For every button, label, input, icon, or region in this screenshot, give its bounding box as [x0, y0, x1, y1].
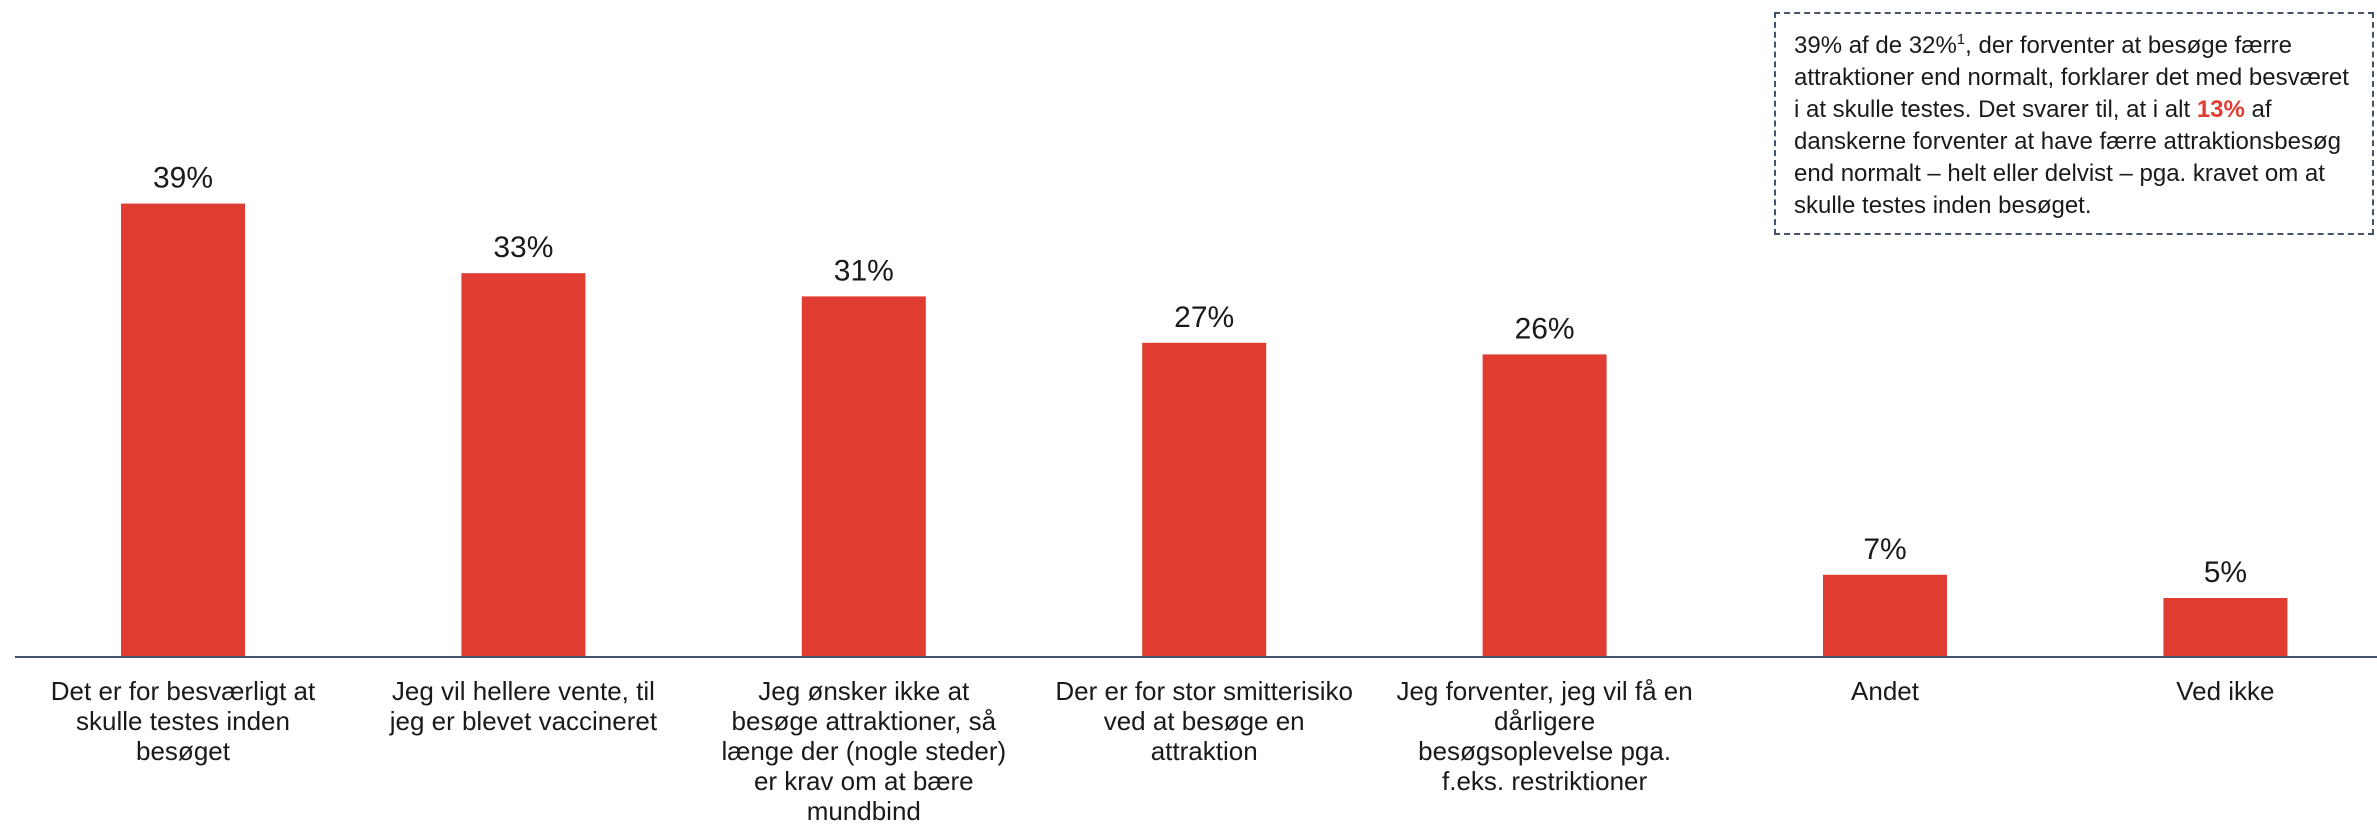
bar	[1823, 574, 1947, 656]
bar	[1482, 354, 1607, 656]
value-label: 7%	[1863, 533, 1906, 566]
annotation-text: , der forventer at besøge færre attrakti…	[1794, 32, 2349, 123]
bar	[461, 273, 586, 656]
value-label: 31%	[834, 254, 894, 287]
annotation-text: af danskerne forventer at have færre att…	[1794, 96, 2341, 219]
value-label: 5%	[2204, 556, 2247, 589]
x-tick-label: Andet	[1851, 676, 1919, 706]
x-tick-label: Det er for besværligt at skulle testes i…	[50, 676, 316, 766]
annotation-highlight: 13%	[2196, 96, 2245, 123]
bar	[1142, 342, 1267, 656]
value-label: 27%	[1174, 301, 1234, 334]
value-label: 39%	[153, 162, 213, 195]
x-tick-label: Jeg vil hellere vente, til jeg er blevet…	[389, 676, 658, 736]
bar	[801, 296, 926, 656]
annotation: 39% af de 32%1, der forventer at besøge …	[1774, 12, 2374, 235]
annotation-text: 39% af de 32%	[1794, 32, 1957, 59]
value-label: 33%	[493, 231, 553, 264]
bar	[121, 203, 245, 656]
x-tick-label: Jeg forventer, jeg vil få en dårligere b…	[1396, 676, 1693, 796]
bar	[2163, 598, 2288, 656]
footnote-mark: 1	[1956, 31, 1966, 48]
x-tick-label: Ved ikke	[2176, 676, 2275, 706]
x-tick-label: Jeg ønsker ikke at besøge attraktioner, …	[721, 676, 1007, 826]
x-tick-label: Der er for stor smitterisiko ved at besø…	[1055, 676, 1353, 766]
value-label: 26%	[1515, 312, 1575, 345]
